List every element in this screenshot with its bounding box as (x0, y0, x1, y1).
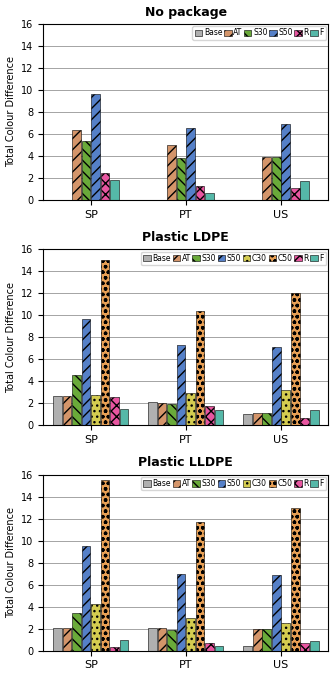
Bar (281, 124, 290, 200)
Bar (243, 646, 252, 651)
Title: No package: No package (145, 5, 227, 18)
Bar (186, 618, 195, 651)
Bar (262, 629, 271, 651)
Bar (110, 180, 119, 200)
Bar (205, 406, 214, 425)
Bar (72, 130, 81, 200)
Bar (120, 409, 128, 425)
Bar (262, 157, 271, 200)
Legend: Base, AT, S30, S50, R, F: Base, AT, S30, S50, R, F (192, 26, 326, 40)
Bar (110, 397, 119, 425)
Bar (196, 311, 204, 425)
Bar (148, 627, 157, 651)
Y-axis label: Total Colour Difference: Total Colour Difference (6, 57, 16, 168)
Bar (120, 639, 128, 651)
Bar (91, 604, 100, 651)
Bar (148, 402, 157, 425)
Bar (291, 293, 300, 425)
Bar (243, 414, 252, 425)
Bar (300, 418, 309, 425)
Bar (177, 158, 185, 200)
Bar (81, 546, 91, 651)
Y-axis label: Total Colour Difference: Total Colour Difference (6, 507, 16, 618)
Bar (167, 145, 176, 200)
Bar (300, 181, 309, 200)
Bar (177, 574, 185, 651)
Bar (196, 522, 204, 651)
Bar (167, 630, 176, 651)
Bar (81, 141, 91, 200)
Bar (72, 375, 81, 425)
Bar (158, 627, 166, 651)
Bar (62, 395, 71, 425)
Bar (91, 395, 100, 425)
Bar (101, 480, 109, 651)
Bar (291, 188, 300, 200)
Bar (281, 623, 290, 651)
Bar (272, 157, 281, 200)
Title: Plastic LLDPE: Plastic LLDPE (139, 456, 233, 469)
Bar (53, 395, 62, 425)
Bar (215, 646, 223, 651)
Bar (272, 347, 281, 425)
Bar (53, 627, 62, 651)
Bar (101, 260, 109, 425)
Bar (62, 627, 71, 651)
Bar (72, 613, 81, 651)
Bar (291, 508, 300, 651)
Bar (186, 393, 195, 425)
Bar (253, 629, 262, 651)
Bar (167, 404, 176, 425)
Bar (110, 648, 119, 651)
Bar (262, 413, 271, 425)
Bar (310, 641, 319, 651)
Bar (300, 643, 309, 651)
Legend: Base, AT, S30, S50, C30, C50, R, F: Base, AT, S30, S50, C30, C50, R, F (141, 251, 326, 265)
Bar (101, 172, 109, 200)
Bar (91, 95, 100, 200)
Bar (215, 410, 223, 425)
Bar (205, 643, 214, 651)
Bar (310, 410, 319, 425)
Bar (272, 575, 281, 651)
Bar (196, 186, 204, 200)
Bar (177, 345, 185, 425)
Bar (253, 413, 262, 425)
Legend: Base, AT, S30, S50, C30, C50, R, F: Base, AT, S30, S50, C30, C50, R, F (141, 477, 326, 490)
Bar (158, 404, 166, 425)
Bar (281, 390, 290, 425)
Bar (186, 128, 195, 200)
Y-axis label: Total Colour Difference: Total Colour Difference (6, 282, 16, 393)
Title: Plastic LDPE: Plastic LDPE (143, 231, 229, 244)
Bar (205, 193, 214, 200)
Bar (81, 318, 91, 425)
